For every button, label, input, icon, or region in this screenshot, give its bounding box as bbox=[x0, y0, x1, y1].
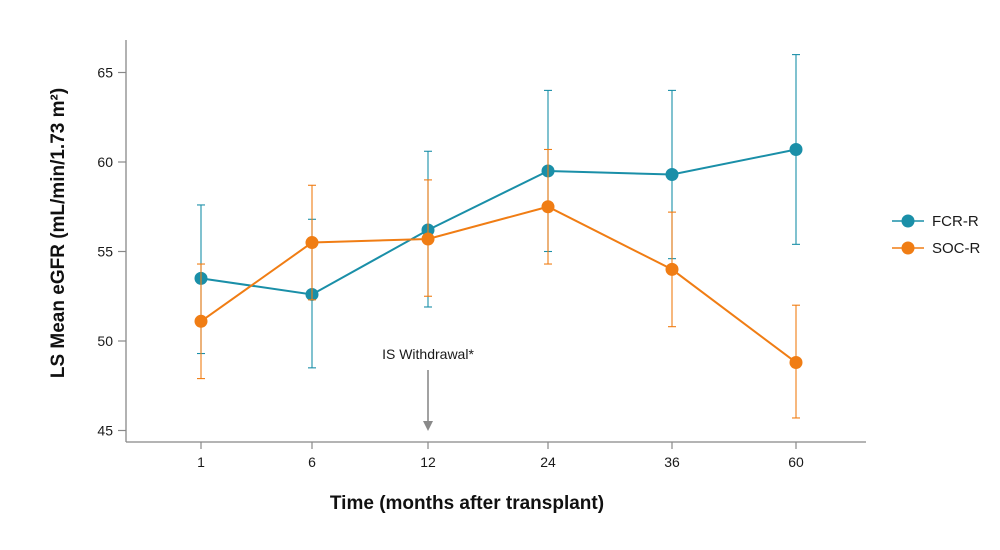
y-tick-label: 50 bbox=[97, 333, 113, 349]
annotation-label: IS Withdrawal* bbox=[382, 346, 474, 362]
data-point bbox=[665, 168, 679, 182]
data-point bbox=[789, 355, 803, 369]
y-tick-label: 65 bbox=[97, 65, 113, 81]
series-line bbox=[200, 205, 797, 364]
y-ticks: 45 50 55 60 65 bbox=[97, 65, 126, 439]
annotation-layer: IS Withdrawal* bbox=[382, 346, 474, 431]
legend-swatch-marker bbox=[901, 214, 915, 228]
x-tick-label: 6 bbox=[308, 454, 316, 470]
x-tick-label: 36 bbox=[664, 454, 680, 470]
data-point bbox=[665, 262, 679, 276]
axes bbox=[125, 40, 866, 443]
x-tick-label: 60 bbox=[788, 454, 804, 470]
data-point bbox=[305, 236, 319, 250]
series-fcr-r bbox=[194, 54, 803, 369]
x-tick-label: 24 bbox=[540, 454, 556, 470]
y-tick-label: 55 bbox=[97, 244, 113, 260]
x-ticks: 1 6 12 24 36 60 bbox=[197, 442, 804, 470]
data-point bbox=[421, 232, 435, 246]
legend-label: FCR-R bbox=[932, 213, 979, 230]
data-point bbox=[789, 142, 803, 156]
data-point bbox=[194, 314, 208, 328]
series-layer bbox=[194, 54, 803, 419]
series-soc-r bbox=[194, 148, 803, 419]
x-tick-label: 12 bbox=[420, 454, 436, 470]
y-tick-label: 45 bbox=[97, 423, 113, 439]
y-axis-title: LS Mean eGFR (mL/min/1.73 m²) bbox=[48, 88, 69, 378]
y-tick-label: 60 bbox=[97, 154, 113, 170]
legend-swatch-marker bbox=[901, 241, 915, 255]
x-tick-label: 1 bbox=[197, 454, 205, 470]
x-axis-title: Time (months after transplant) bbox=[330, 493, 604, 514]
legend-label: SOC-R bbox=[932, 240, 981, 257]
legend-item: FCR-R bbox=[892, 213, 979, 230]
legend-item: SOC-R bbox=[892, 240, 981, 257]
down-arrow-icon bbox=[423, 370, 433, 431]
legend: FCR-R SOC-R bbox=[892, 213, 981, 257]
data-point bbox=[541, 200, 555, 214]
series-line bbox=[200, 148, 797, 296]
